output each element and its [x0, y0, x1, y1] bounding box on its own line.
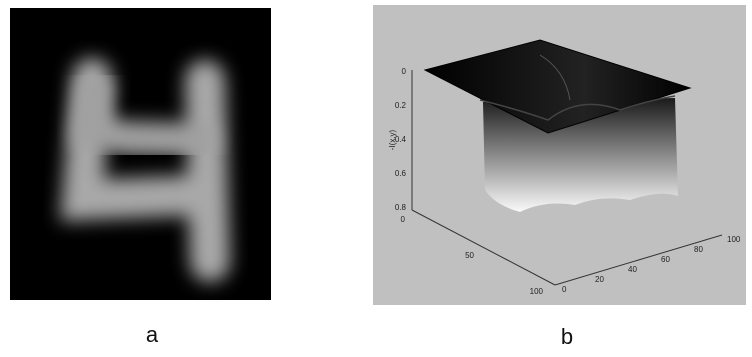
panel-label: a: [146, 322, 159, 347]
y-tick-label: 0: [401, 215, 406, 224]
x-tick-label: 100: [727, 235, 741, 244]
z-tick-label: 0: [402, 67, 407, 76]
x-tick-label: 0: [562, 285, 567, 294]
z-tick-label: 0.4: [395, 135, 407, 144]
z-tick-label: 0.8: [395, 203, 407, 212]
x-tick-label: 40: [628, 265, 637, 274]
y-tick-label: 50: [465, 251, 474, 260]
x-tick-label: 80: [694, 245, 703, 254]
figure: a -I(x,y) b 00.20.40.60.8050100020406080…: [0, 0, 752, 352]
x-tick-label: 60: [661, 255, 670, 264]
y-tick-label: 100: [530, 287, 544, 296]
panel-a: a: [10, 8, 271, 347]
panel-label: b: [561, 324, 573, 349]
z-tick-label: 0.2: [395, 101, 407, 110]
z-tick-label: 0.6: [395, 169, 407, 178]
x-tick-label: 20: [595, 275, 604, 284]
